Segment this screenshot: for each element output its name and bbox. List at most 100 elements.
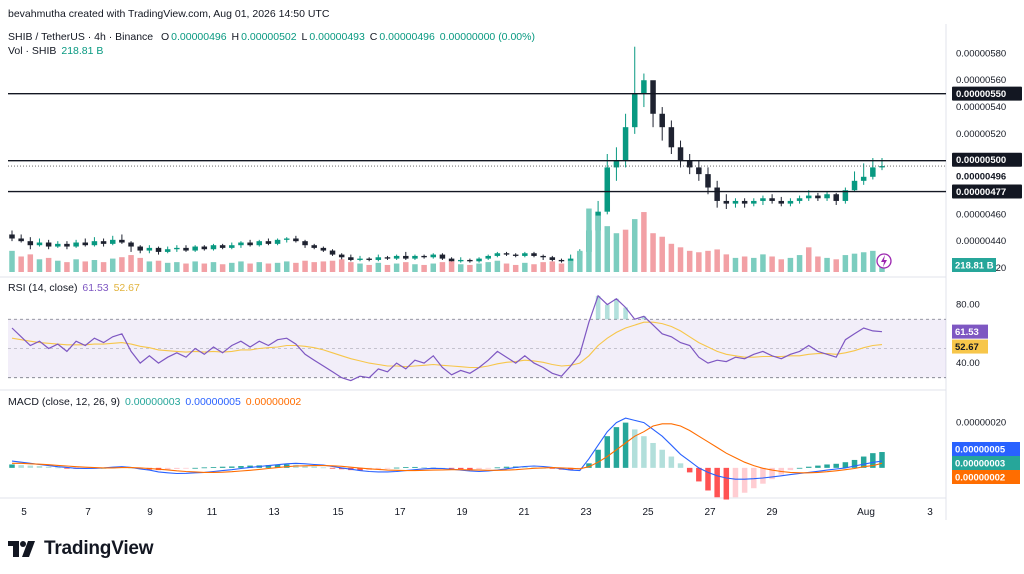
macd-histogram-bar	[274, 464, 281, 468]
time-tick-label: 29	[766, 507, 778, 518]
macd-hist-last-label: 0.00000003	[955, 459, 1005, 470]
candle-body	[860, 176, 867, 181]
candle-body	[833, 194, 839, 201]
macd-histogram-bar	[842, 462, 849, 468]
volume-bar	[439, 262, 446, 272]
volume-bar	[100, 262, 107, 272]
macd-histogram-bar	[686, 467, 693, 473]
macd-histogram-bar	[668, 456, 675, 468]
volume-bar	[36, 259, 43, 272]
macd-histogram-bar	[549, 467, 556, 469]
ohlc-c-value: 0.00000496	[379, 31, 435, 43]
macd-histogram-bar	[787, 467, 794, 471]
macd-histogram-bar	[357, 467, 363, 471]
volume-bar	[778, 259, 785, 272]
macd-histogram-bar	[705, 467, 711, 491]
macd-hist-header-value: 0.00000003	[124, 396, 181, 408]
macd-histogram-bar	[494, 467, 501, 469]
volume-bar	[164, 262, 171, 272]
volume-bar	[714, 249, 720, 272]
macd-histogram-bar	[815, 465, 821, 468]
time-tick-label: 19	[456, 507, 468, 518]
macd-histogram-bar	[164, 467, 171, 470]
macd-histogram-bar	[631, 429, 638, 468]
time-tick-label: 15	[332, 507, 344, 518]
candle-body	[659, 113, 665, 128]
time-tick-label: 5	[21, 507, 27, 518]
rsi-tick-label: 40.00	[956, 358, 980, 369]
candle-body	[732, 200, 739, 204]
volume-bar	[73, 259, 79, 272]
candle-body	[283, 238, 290, 240]
macd-histogram-bar	[604, 436, 611, 468]
volume-bar	[833, 259, 839, 272]
candle-body	[137, 246, 143, 251]
candle-body	[329, 250, 336, 255]
volume-bar	[457, 264, 464, 272]
candle-body	[769, 198, 775, 201]
candle-body	[9, 234, 15, 239]
volume-bar	[723, 254, 730, 272]
volume-bar	[769, 256, 775, 272]
candle-body	[870, 167, 876, 177]
candle-body	[741, 200, 748, 204]
candle-body	[522, 253, 528, 256]
volume-bar	[631, 219, 638, 272]
volume-bar	[18, 256, 24, 272]
volume-bar	[549, 261, 556, 272]
macd-histogram-bar	[265, 465, 272, 468]
candle-body	[540, 255, 546, 258]
candle-body	[45, 242, 52, 247]
volume-bar	[796, 255, 803, 272]
candle-body	[375, 257, 382, 260]
candle-body	[265, 241, 272, 244]
volume-bar	[27, 254, 34, 272]
volume-bar	[146, 261, 153, 272]
candle-body	[631, 93, 638, 128]
macd-histogram-bar	[320, 467, 327, 469]
candle-body	[164, 249, 171, 252]
volume-bar	[522, 262, 528, 272]
candle-body	[851, 180, 858, 191]
volume-bar	[183, 263, 189, 272]
ohlc-o-key: O	[160, 31, 170, 43]
volume-bar	[201, 263, 208, 272]
candle-body	[641, 80, 647, 94]
rsi-label: RSI (14, close)	[8, 282, 78, 294]
candle-body	[100, 241, 107, 244]
candle-body	[760, 198, 766, 201]
candle-body	[384, 257, 391, 259]
volume-bar	[448, 261, 455, 272]
macd-histogram-bar	[586, 463, 592, 468]
credit-line: bevahmutha created with TradingView.com,…	[8, 8, 331, 20]
candle-body	[192, 246, 198, 251]
macd-signal-header-value: 0.00000002	[245, 396, 302, 408]
macd-last-label: 0.00000005	[955, 445, 1006, 456]
macd-histogram-bar	[860, 456, 867, 468]
macd-histogram-bar	[393, 467, 400, 469]
candle-body	[201, 246, 208, 250]
volume-bar	[476, 263, 482, 272]
candle-body	[677, 147, 684, 161]
volume-bar	[741, 256, 748, 272]
macd-histogram-bar	[338, 467, 345, 470]
time-tick-label: Aug	[857, 507, 875, 518]
volume-bar	[82, 261, 89, 272]
symbol-line: SHIB / TetherUS · 4h · Binance O 0.000004…	[8, 31, 537, 43]
macd-histogram-bar	[36, 466, 43, 468]
macd-histogram-bar	[210, 467, 217, 468]
volume-bar	[824, 257, 830, 272]
rsi-tick-label: 80.00	[956, 300, 980, 311]
candle-body	[421, 255, 427, 258]
price-tick-label: 0.00000580	[956, 48, 1006, 59]
candle-body	[311, 245, 317, 248]
rsi-header: RSI (14, close) 61.53 52.67	[8, 282, 142, 294]
volume-line: Vol · SHIB 218.81 B	[8, 45, 105, 57]
volume-bar	[851, 253, 858, 272]
candle-body	[549, 257, 556, 260]
candle-body	[119, 239, 125, 243]
volume-bar	[219, 264, 226, 272]
volume-bar	[283, 261, 290, 272]
volume-bar	[540, 262, 546, 272]
